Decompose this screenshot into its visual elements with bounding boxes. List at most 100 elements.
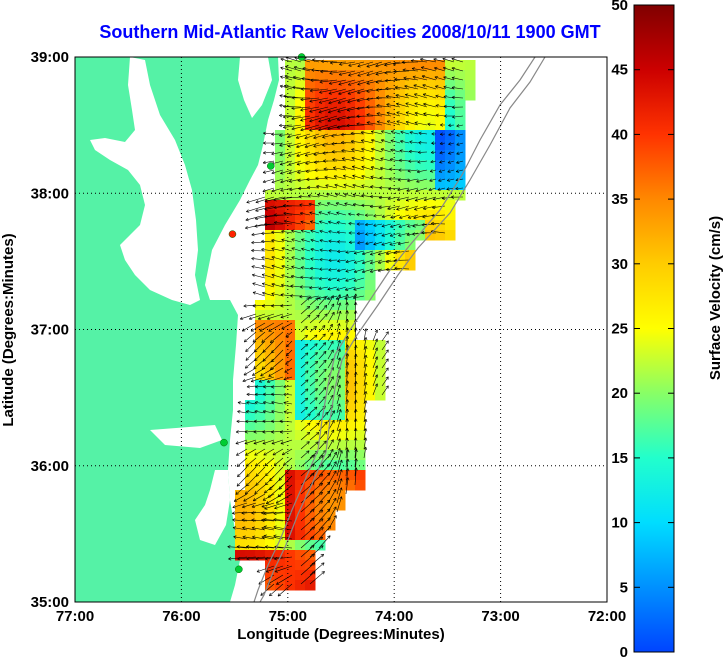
velocity-arrow xyxy=(332,166,347,171)
velocity-arrow xyxy=(354,371,358,387)
velocity-arrow xyxy=(262,493,275,501)
velocity-arrow xyxy=(264,545,284,549)
velocity-arrow xyxy=(409,131,419,135)
velocity-cell xyxy=(315,330,326,341)
velocity-cell xyxy=(325,390,336,401)
velocity-cell xyxy=(305,500,316,511)
velocity-arrow xyxy=(318,124,338,132)
velocity-cell xyxy=(245,410,256,421)
velocity-cell xyxy=(395,90,406,101)
velocity-arrow xyxy=(263,448,275,456)
velocity-arrow xyxy=(318,431,328,441)
velocity-cell xyxy=(305,530,316,541)
velocity-arrow xyxy=(260,583,275,596)
velocity-cell xyxy=(265,190,276,201)
velocity-arrow xyxy=(318,106,338,114)
velocity-cell xyxy=(335,120,346,131)
velocity-arrow xyxy=(396,102,410,108)
velocity-arrow xyxy=(309,553,324,567)
velocity-arrow xyxy=(283,384,293,389)
velocity-cell xyxy=(435,80,446,91)
velocity-arrow xyxy=(440,123,446,127)
velocity-arrow xyxy=(363,328,368,342)
velocity-cell xyxy=(295,570,306,581)
velocity-cell xyxy=(305,220,316,231)
velocity-cell xyxy=(285,100,296,111)
velocity-cell xyxy=(275,510,286,521)
velocity-cell xyxy=(265,530,276,541)
velocity-cell xyxy=(315,400,326,411)
velocity-arrow xyxy=(327,385,334,396)
velocity-cell xyxy=(375,180,386,191)
velocity-arrow xyxy=(309,334,318,342)
velocity-arrow xyxy=(252,535,266,540)
velocity-cell xyxy=(425,180,436,191)
velocity-cell xyxy=(405,180,416,191)
velocity-arrow xyxy=(273,517,293,522)
velocity-cell xyxy=(295,420,306,431)
velocity-arrow xyxy=(345,268,356,273)
velocity-cell xyxy=(265,400,276,411)
velocity-cell xyxy=(375,220,386,231)
velocity-arrow xyxy=(427,122,437,127)
velocity-cell xyxy=(445,130,456,141)
velocity-cell xyxy=(325,80,336,91)
velocity-cell xyxy=(295,260,306,271)
velocity-arrow xyxy=(280,313,293,319)
velocity-cell xyxy=(465,70,476,81)
y-tick-label: 38:00 xyxy=(31,185,69,202)
velocity-cell xyxy=(395,210,406,221)
velocity-arrow xyxy=(319,229,329,234)
velocity-arrow xyxy=(309,500,323,513)
velocity-cell xyxy=(285,90,296,101)
velocity-arrow xyxy=(309,314,320,324)
velocity-arrow xyxy=(290,274,302,279)
velocity-arrow xyxy=(271,439,284,445)
velocity-arrow xyxy=(362,250,374,256)
velocity-arrow xyxy=(336,459,343,477)
velocity-arrow xyxy=(412,223,428,228)
velocity-cell xyxy=(335,180,346,191)
colorbar-tick-label: 45 xyxy=(611,62,628,79)
velocity-cell xyxy=(315,250,326,261)
velocity-arrow xyxy=(300,397,309,405)
velocity-arrow xyxy=(361,174,374,180)
velocity-arrow xyxy=(344,192,356,198)
velocity-cell xyxy=(385,60,396,71)
velocity-cell xyxy=(345,280,356,291)
velocity-arrow xyxy=(348,240,356,244)
velocity-arrow xyxy=(309,455,324,468)
velocity-arrow xyxy=(300,124,320,132)
velocity-arrow xyxy=(283,410,293,414)
velocity-cell xyxy=(305,420,316,431)
velocity-arrow xyxy=(271,169,284,175)
velocity-cell xyxy=(435,190,446,201)
velocity-arrow xyxy=(345,353,350,369)
velocity-arrow xyxy=(283,219,302,225)
velocity-arrow xyxy=(325,184,338,189)
velocity-cell xyxy=(275,420,286,431)
velocity-arrow xyxy=(309,422,320,432)
velocity-arrow xyxy=(271,392,284,396)
velocity-arrow xyxy=(381,349,389,360)
velocity-cell xyxy=(365,220,376,231)
velocity-arrow xyxy=(284,74,302,81)
velocity-arrow xyxy=(336,340,341,351)
velocity-cell xyxy=(415,130,426,141)
velocity-arrow xyxy=(451,76,464,81)
velocity-cell xyxy=(255,540,266,551)
velocity-cell xyxy=(285,320,296,331)
velocity-cell xyxy=(335,260,346,271)
velocity-cell xyxy=(385,190,396,201)
velocity-arrow xyxy=(372,329,378,342)
velocity-cell xyxy=(305,320,316,331)
velocity-cell xyxy=(305,100,316,111)
velocity-arrow xyxy=(336,230,347,234)
velocity-arrow xyxy=(260,367,275,377)
velocity-cell xyxy=(395,110,406,121)
velocity-arrow xyxy=(309,413,321,423)
velocity-arrow xyxy=(386,120,401,126)
velocity-cell xyxy=(285,440,296,451)
velocity-arrow xyxy=(447,169,455,173)
velocity-arrow xyxy=(456,124,464,128)
